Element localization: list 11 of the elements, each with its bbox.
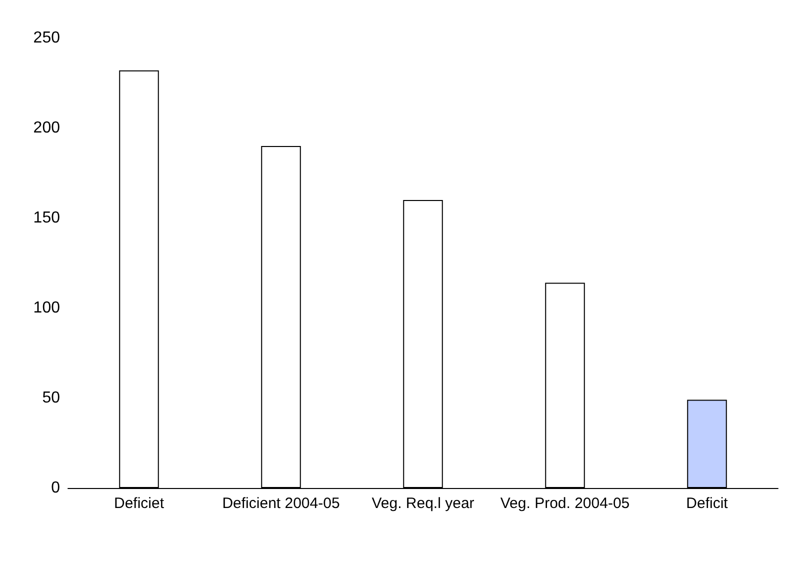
y-tick-label: 200 [33, 120, 60, 136]
y-tick-label: 100 [33, 300, 60, 316]
y-tick-label: 0 [51, 480, 60, 496]
x-tick-label: Deficient 2004-05 [222, 495, 340, 512]
x-tick-label: Deficiet [114, 495, 165, 512]
y-tick-label: 250 [33, 30, 60, 46]
x-tick-label: Veg. Prod. 2004-05 [500, 495, 630, 512]
y-tick-label: 150 [33, 210, 60, 226]
x-tick-label: Deficit [686, 495, 729, 512]
y-tick-label: 50 [42, 390, 60, 406]
x-tick-label: Veg. Req.l year [372, 495, 474, 512]
